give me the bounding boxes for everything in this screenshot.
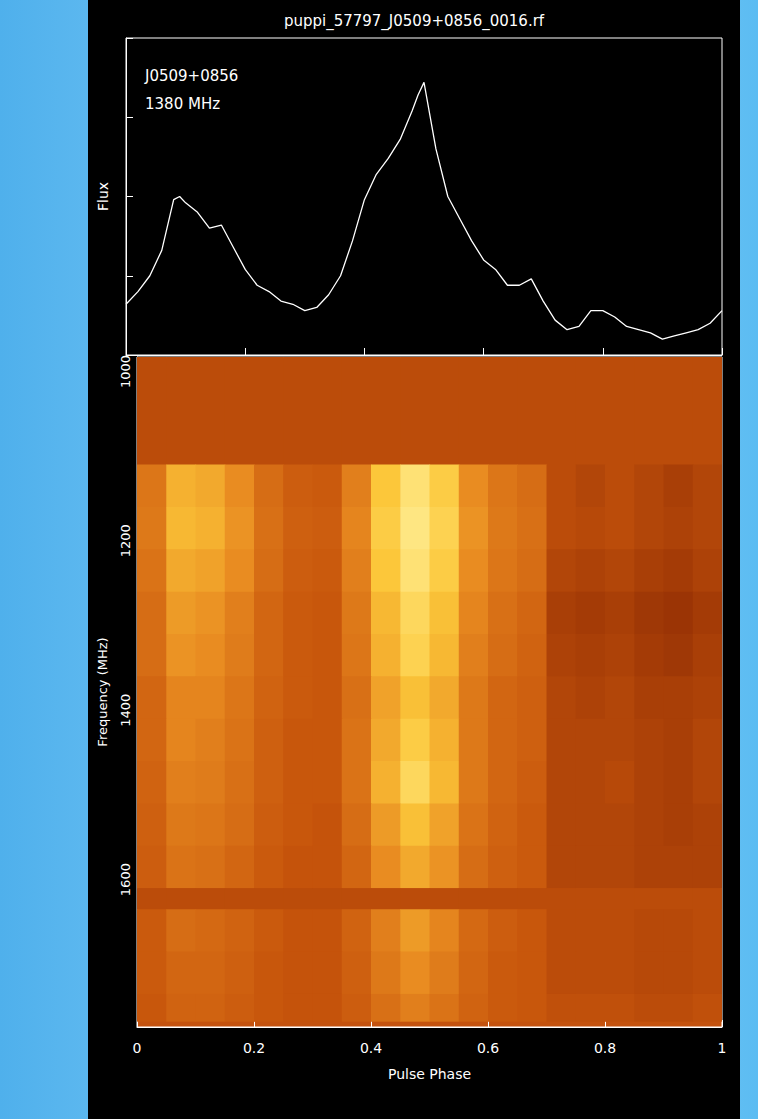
svg-text:1400: 1400 xyxy=(118,694,133,727)
svg-text:1: 1 xyxy=(718,1040,727,1056)
svg-text:0.6: 0.6 xyxy=(477,1040,499,1056)
svg-text:J0509+0856: J0509+0856 xyxy=(144,67,238,85)
svg-text:1600: 1600 xyxy=(118,863,133,896)
svg-text:puppi_57797_J0509+0856_0016.rf: puppi_57797_J0509+0856_0016.rf xyxy=(284,12,545,31)
svg-text:Pulse Phase: Pulse Phase xyxy=(388,1066,471,1082)
svg-text:1200: 1200 xyxy=(118,524,133,557)
svg-text:1380 MHz: 1380 MHz xyxy=(145,95,220,113)
svg-text:0: 0 xyxy=(133,1040,142,1056)
svg-text:Flux: Flux xyxy=(95,182,111,211)
svg-text:0.4: 0.4 xyxy=(360,1040,382,1056)
svg-text:0.2: 0.2 xyxy=(243,1040,265,1056)
svg-text:0.8: 0.8 xyxy=(594,1040,616,1056)
svg-text:1000: 1000 xyxy=(118,355,133,388)
svg-text:Frequency (MHz): Frequency (MHz) xyxy=(95,637,110,746)
